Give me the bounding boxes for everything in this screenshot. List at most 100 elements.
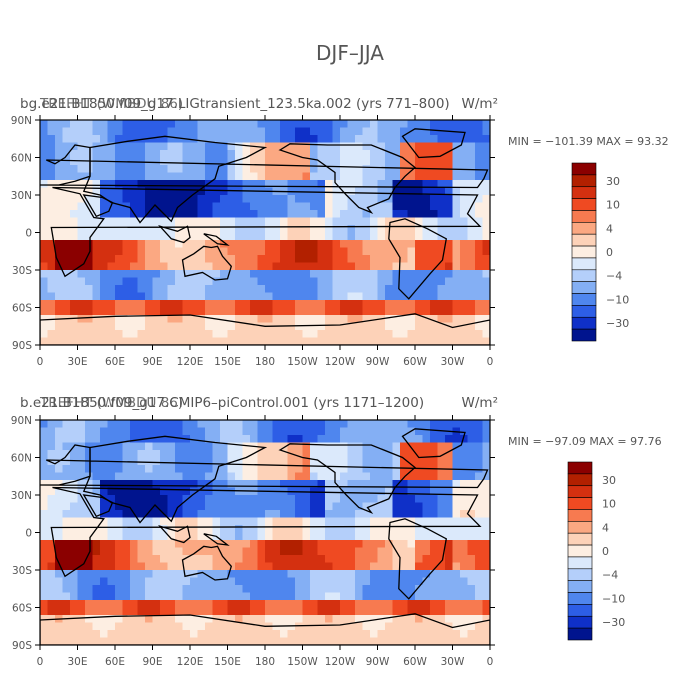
field-cell <box>190 562 199 571</box>
field-cell <box>482 495 490 504</box>
field-cell <box>475 210 484 219</box>
field-cell <box>407 180 416 189</box>
field-cell <box>40 202 49 211</box>
field-cell <box>385 540 394 549</box>
field-cell <box>430 510 439 519</box>
field-cell <box>70 322 79 331</box>
field-cell <box>70 225 79 234</box>
field-cell <box>145 202 154 211</box>
field-cell <box>377 270 386 279</box>
field-cell <box>407 502 416 511</box>
field-cell <box>227 517 236 526</box>
field-cell <box>482 502 490 511</box>
field-cell <box>422 322 431 331</box>
field-cell <box>452 532 461 541</box>
field-cell <box>167 210 176 219</box>
field-cell <box>197 195 206 204</box>
field-cell <box>167 427 176 436</box>
field-cell <box>445 472 454 481</box>
field-cell <box>482 210 490 219</box>
field-cell <box>100 277 109 286</box>
field-cell <box>340 630 349 639</box>
field-cell <box>400 247 409 256</box>
colorbar-swatch <box>571 305 597 318</box>
field-cell <box>152 217 161 226</box>
field-cell <box>437 615 446 624</box>
field-cell <box>452 570 461 579</box>
field-cell <box>175 525 184 534</box>
field-cell <box>85 195 94 204</box>
y-tick-label: 30N <box>11 190 32 202</box>
field-cell <box>272 555 281 564</box>
field-cell <box>160 255 169 264</box>
field-cell <box>160 277 169 286</box>
field-cell <box>62 487 71 496</box>
field-cell <box>182 120 191 129</box>
field-cell <box>422 277 431 286</box>
field-cell <box>152 510 161 519</box>
field-cell <box>107 270 116 279</box>
field-cell <box>100 120 109 129</box>
field-cell <box>272 150 281 159</box>
colorbar-swatch <box>571 222 597 235</box>
field-cell <box>190 157 199 166</box>
field-cell <box>235 585 244 594</box>
field-cell <box>302 150 311 159</box>
field-cell <box>400 300 409 309</box>
field-cell <box>362 450 371 459</box>
field-cell <box>100 547 109 556</box>
field-cell <box>325 300 334 309</box>
field-cell <box>107 480 116 489</box>
field-cell <box>430 292 439 301</box>
field-cell <box>287 630 296 639</box>
field-cell <box>77 570 86 579</box>
field-cell <box>310 127 319 136</box>
field-cell <box>257 165 266 174</box>
field-cell <box>175 540 184 549</box>
field-cell <box>257 570 266 579</box>
field-cell <box>475 247 484 256</box>
field-cell <box>220 270 229 279</box>
field-cell <box>160 615 169 624</box>
field-cell <box>167 472 176 481</box>
field-cell <box>310 255 319 264</box>
field-cell <box>167 450 176 459</box>
field-cell <box>197 270 206 279</box>
field-cell <box>280 225 289 234</box>
field-cell <box>145 255 154 264</box>
field-cell <box>295 510 304 519</box>
field-cell <box>160 525 169 534</box>
field-cell <box>437 172 446 181</box>
field-cell <box>340 532 349 541</box>
field-cell <box>122 292 131 301</box>
field-cell <box>77 562 86 571</box>
field-cell <box>115 585 124 594</box>
field-cell <box>190 337 199 345</box>
field-cell <box>460 615 469 624</box>
field-cell <box>385 142 394 151</box>
field-cell <box>460 555 469 564</box>
field-cell <box>197 337 206 345</box>
field-cell <box>437 427 446 436</box>
field-cell <box>220 315 229 324</box>
field-cell <box>272 195 281 204</box>
field-cell <box>362 525 371 534</box>
coastline <box>278 143 417 214</box>
field-cell <box>107 435 116 444</box>
field-cell <box>160 240 169 249</box>
field-cell <box>175 262 184 271</box>
field-cell <box>212 427 221 436</box>
field-cell <box>55 480 64 489</box>
field-cell <box>460 577 469 586</box>
field-cell <box>445 457 454 466</box>
field-cell <box>92 630 101 639</box>
field-cell <box>130 292 139 301</box>
field-cell <box>62 187 71 196</box>
field-cell <box>182 270 191 279</box>
field-cell <box>407 315 416 324</box>
field-cell <box>100 510 109 519</box>
field-cell <box>272 570 281 579</box>
field-cell <box>295 270 304 279</box>
field-cell <box>235 607 244 616</box>
field-cell <box>47 637 56 645</box>
